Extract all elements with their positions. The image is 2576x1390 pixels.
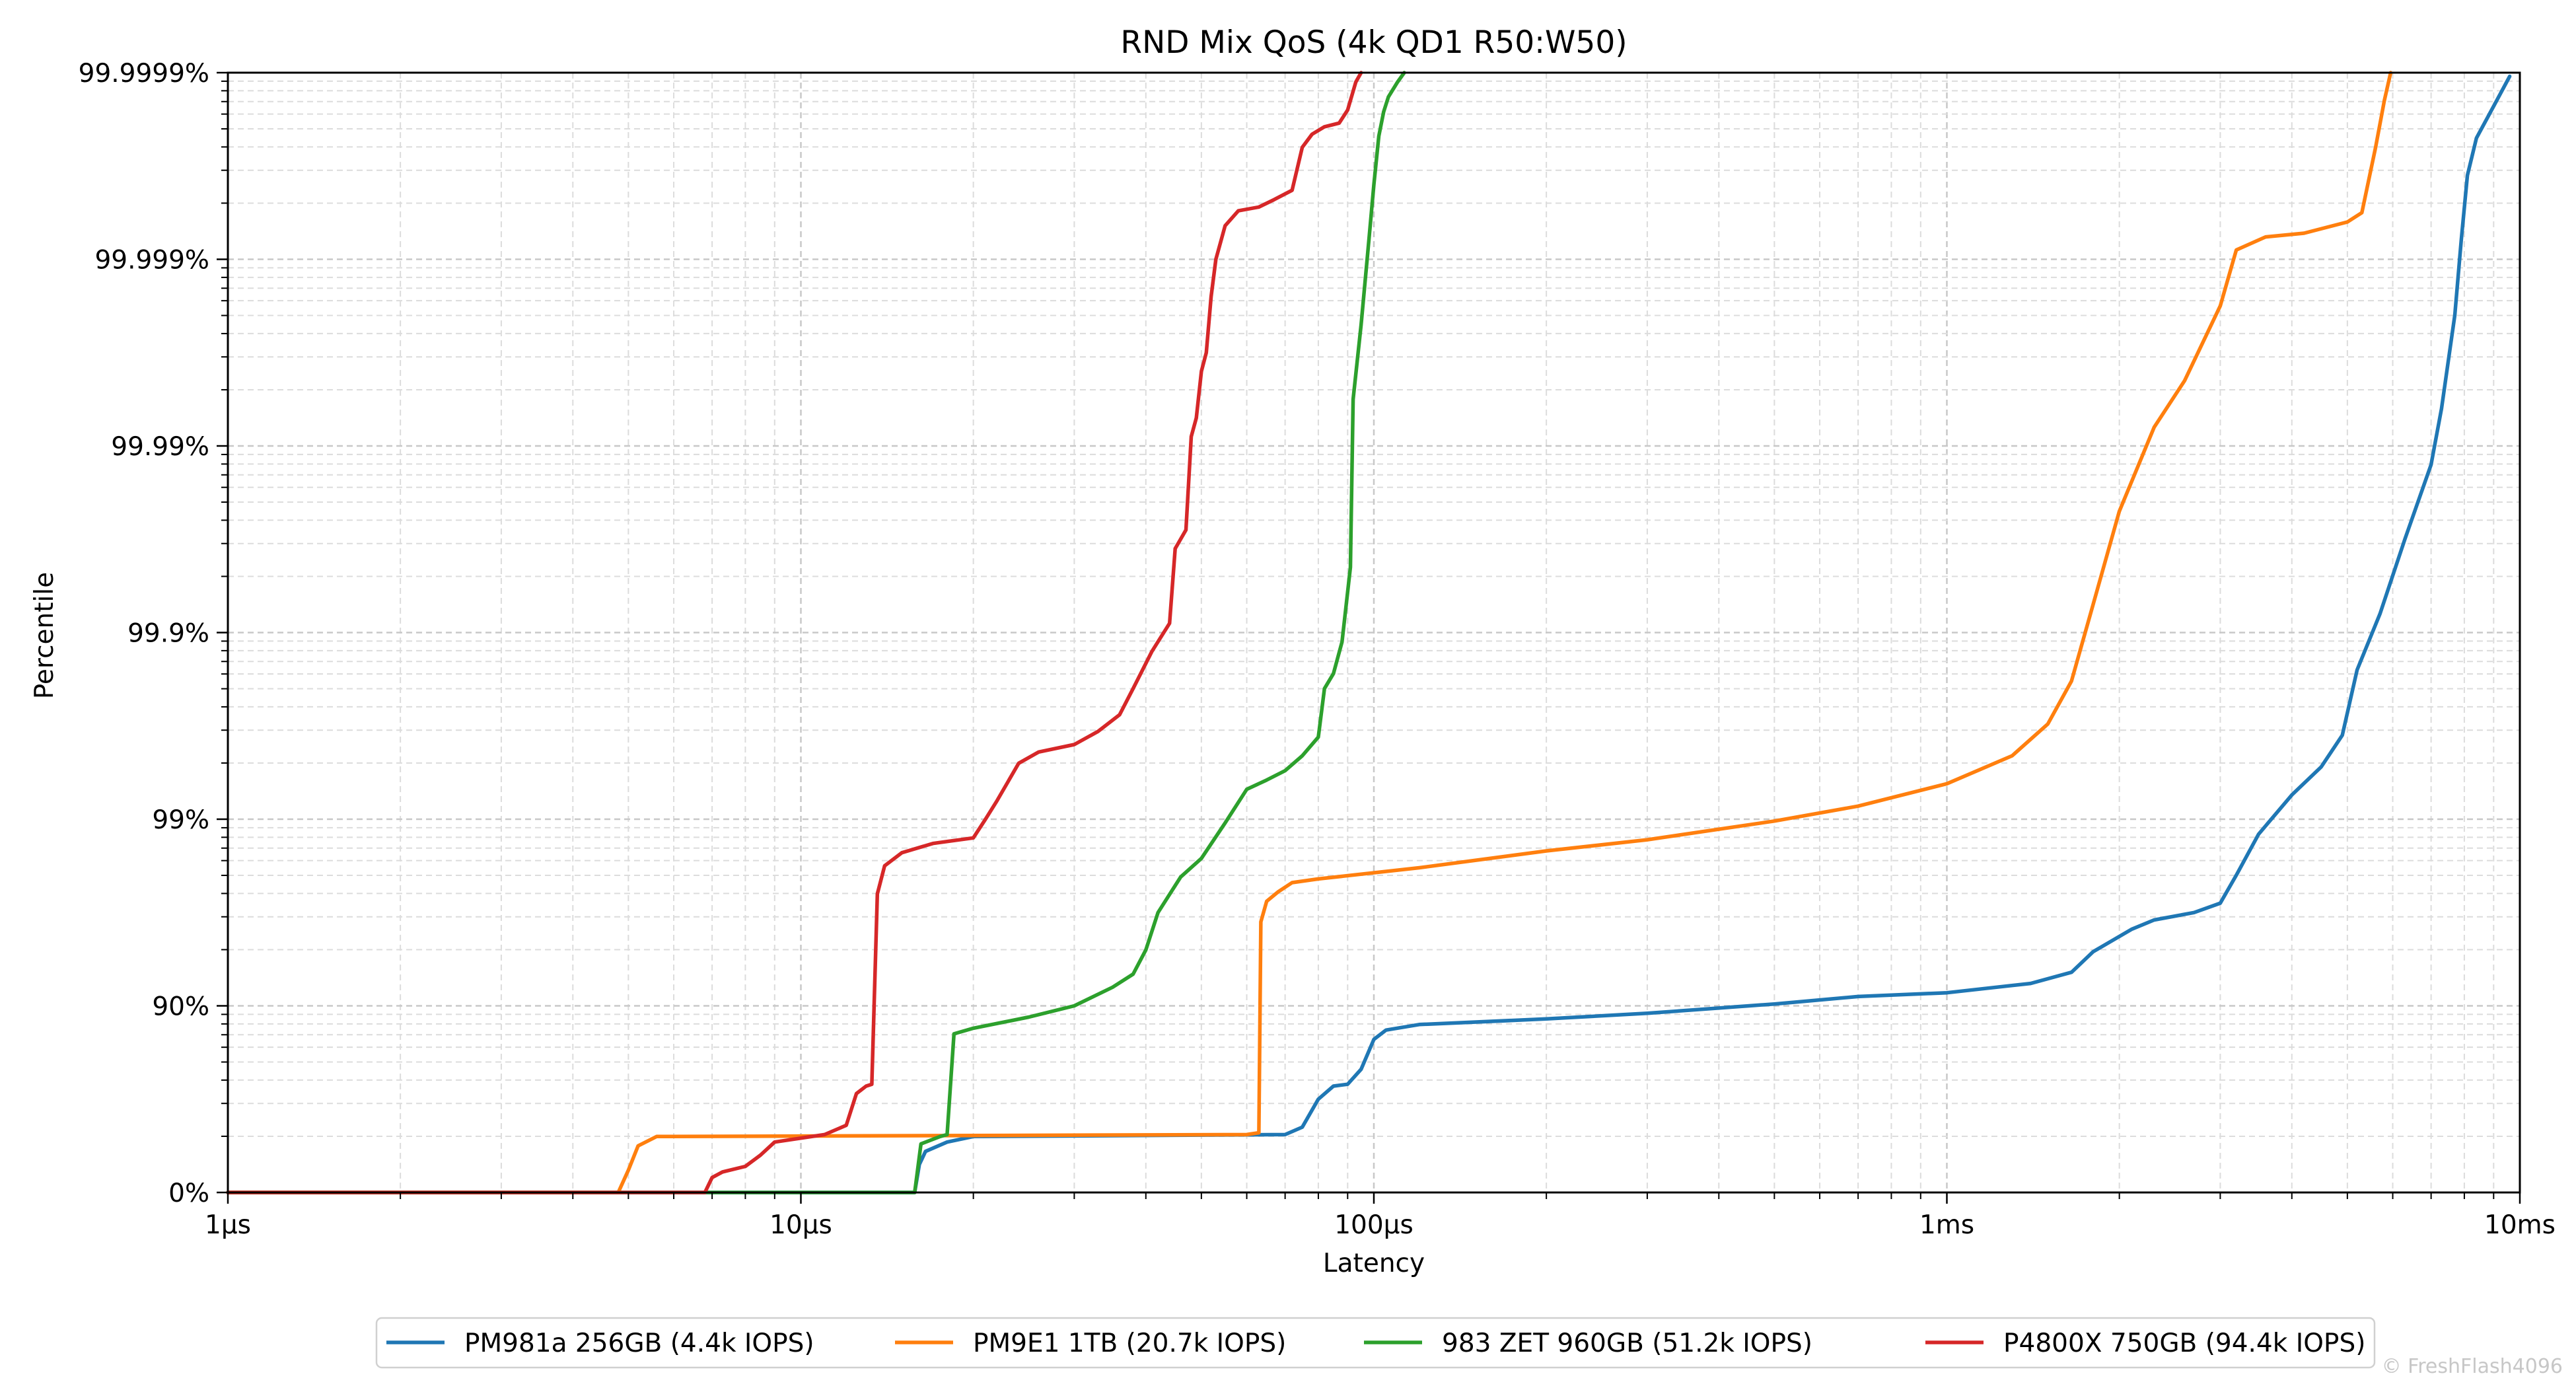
series-line-1 bbox=[226, 74, 2512, 1194]
x-axis-label: Latency bbox=[1323, 1249, 1425, 1278]
series-line-4 bbox=[226, 71, 1363, 1194]
x-tick-label: 10µs bbox=[769, 1210, 832, 1240]
axis-ticks: 0% 90% 99% 99.9% 99.99% 99.999% 99.9999% 1µs 10µ… bbox=[79, 59, 2556, 1240]
watermark: © FreshFlash4096 bbox=[2382, 1355, 2563, 1378]
y-tick-label: 99.9999% bbox=[79, 59, 209, 89]
x-tick-label: 10ms bbox=[2484, 1210, 2556, 1240]
series-line-3 bbox=[226, 71, 1406, 1194]
legend-label-1: PM981a 256GB (4.4k IOPS) bbox=[464, 1329, 814, 1358]
chart-title: RND Mix QoS (4k QD1 R50:W50) bbox=[1120, 24, 1627, 61]
x-tick-label: 1ms bbox=[1919, 1210, 1974, 1240]
legend: PM981a 256GB (4.4k IOPS) PM9E1 1TB (20.7k… bbox=[375, 1317, 2376, 1369]
legend-label-4: P4800X 750GB (94.4k IOPS) bbox=[2003, 1329, 2365, 1358]
y-tick-label: 90% bbox=[152, 992, 209, 1022]
grid bbox=[227, 71, 2520, 1194]
y-axis-label: Percentile bbox=[30, 572, 59, 699]
x-tick-label: 100µs bbox=[1334, 1210, 1413, 1240]
y-tick-label: 99.9% bbox=[127, 619, 209, 649]
legend-label-2: PM9E1 1TB (20.7k IOPS) bbox=[973, 1329, 1286, 1358]
series-line-2 bbox=[226, 71, 2393, 1194]
legend-label-3: 983 ZET 960GB (51.2k IOPS) bbox=[1442, 1329, 1812, 1358]
x-tick-label: 1µs bbox=[205, 1210, 251, 1240]
series-lines bbox=[226, 71, 2512, 1194]
y-tick-label: 99% bbox=[152, 805, 209, 835]
y-tick-label: 99.99% bbox=[111, 432, 209, 462]
y-tick-label: 0% bbox=[168, 1179, 209, 1208]
y-tick-label: 99.999% bbox=[94, 246, 209, 275]
